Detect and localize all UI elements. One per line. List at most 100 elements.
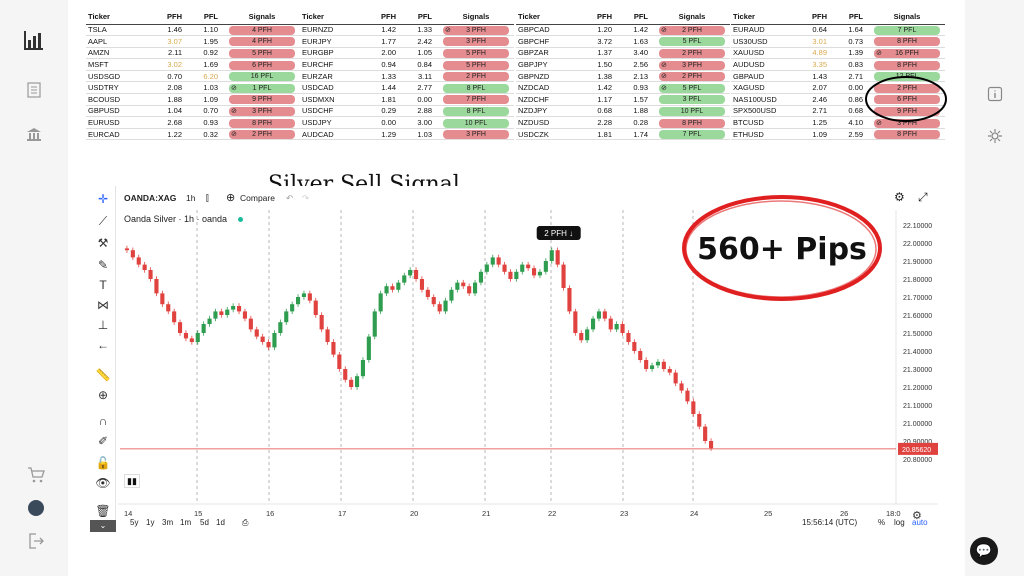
scale-option-3[interactable]: auto bbox=[912, 518, 928, 527]
table-row[interactable]: EURGBP 2.00 1.05 5 PFH bbox=[300, 47, 514, 60]
table-row[interactable]: NAS100USD 2.46 0.86 6 PFH bbox=[731, 93, 945, 106]
column-header[interactable]: Ticker bbox=[300, 10, 360, 25]
ticker-cell[interactable]: USDTRY bbox=[86, 81, 146, 95]
crosshair-icon[interactable]: ✛ bbox=[97, 192, 109, 206]
table-row[interactable]: BTCUSD 1.25 4.10 ⊘ 3 PFH bbox=[731, 116, 945, 129]
bank-icon[interactable] bbox=[22, 126, 46, 147]
ticker-cell[interactable]: GBPZAR bbox=[516, 47, 576, 60]
interval-button[interactable]: 1h bbox=[186, 193, 196, 203]
table-row[interactable]: XAGUSD 2.07 0.00 2 PFH bbox=[731, 81, 945, 95]
table-row[interactable]: USDTRY 2.08 1.03 ⊘ 1 PFL bbox=[86, 81, 300, 95]
user-avatar[interactable] bbox=[28, 500, 44, 516]
ticker-cell[interactable]: MSFT bbox=[86, 58, 146, 71]
chart-settings-icon[interactable]: ⚙ bbox=[894, 190, 905, 204]
table-row[interactable]: TSLA 1.46 1.10 4 PFH bbox=[86, 24, 300, 37]
undo-icon[interactable]: ↶ bbox=[286, 193, 294, 203]
zoom-icon[interactable]: ⊕ bbox=[97, 388, 109, 402]
ticker-cell[interactable]: GBPUSD bbox=[86, 105, 146, 118]
table-row[interactable]: GBPNZD 1.38 2.13 ⊘ 2 PFH bbox=[516, 70, 730, 83]
table-row[interactable]: EURCAD 1.22 0.32 ⊘ 2 PFH bbox=[86, 128, 300, 141]
table-row[interactable]: USDJPY 0.00 3.00 10 PFL bbox=[300, 116, 514, 129]
table-row[interactable]: USDMXN 1.81 0.00 7 PFH bbox=[300, 93, 514, 106]
ticker-cell[interactable]: EURCAD bbox=[86, 128, 146, 141]
ticker-cell[interactable]: AMZN bbox=[86, 47, 146, 60]
table-row[interactable]: GBPJPY 1.50 2.56 ⊘ 3 PFH bbox=[516, 58, 730, 71]
table-row[interactable]: AMZN 2.11 0.92 5 PFH bbox=[86, 47, 300, 60]
indicator-icon[interactable]: ▮▮ bbox=[124, 474, 140, 488]
table-row[interactable]: GBPCAD 1.20 1.42 ⊘ 2 PFH bbox=[516, 24, 730, 37]
ticker-cell[interactable]: BTCUSD bbox=[731, 116, 791, 129]
timeframe-button[interactable]: 3m bbox=[162, 518, 174, 527]
redo-icon[interactable]: ↷ bbox=[302, 193, 310, 203]
ticker-cell[interactable]: EURJPY bbox=[300, 35, 360, 48]
calendar-icon[interactable]: ⎙ bbox=[242, 518, 249, 527]
table-row[interactable]: ETHUSD 1.09 2.59 8 PFH bbox=[731, 128, 945, 141]
timeframe-button[interactable]: 1y bbox=[146, 518, 155, 527]
symbol-search[interactable]: OANDA:XAG bbox=[124, 193, 177, 203]
trash-icon[interactable]: 🗑 bbox=[95, 504, 111, 518]
ticker-cell[interactable]: XAUUSD bbox=[731, 47, 791, 60]
cart-icon[interactable] bbox=[24, 466, 48, 489]
table-row[interactable]: EURAUD 0.64 1.64 7 PFL bbox=[731, 24, 945, 37]
table-row[interactable]: NZDCAD 1.42 0.93 ⊘ 5 PFL bbox=[516, 81, 730, 95]
compare-button[interactable]: Compare bbox=[240, 193, 275, 203]
ticker-cell[interactable]: EURAUD bbox=[731, 24, 791, 37]
ticker-cell[interactable]: GBPNZD bbox=[516, 70, 576, 83]
lock-icon[interactable]: 🔓 bbox=[95, 456, 111, 470]
ticker-cell[interactable]: EURGBP bbox=[300, 47, 360, 60]
scale-option-2[interactable]: log bbox=[894, 518, 905, 527]
table-row[interactable]: USDCHF 0.29 2.88 8 PFL bbox=[300, 105, 514, 118]
timeframe-button[interactable]: 5d bbox=[200, 518, 209, 527]
ticker-cell[interactable]: AUDCAD bbox=[300, 128, 360, 141]
column-header[interactable]: PFH bbox=[791, 10, 829, 25]
ticker-cell[interactable]: XAGUSD bbox=[731, 81, 791, 95]
table-row[interactable]: USDCAD 1.44 2.77 8 PFL bbox=[300, 81, 514, 95]
column-header[interactable]: PFL bbox=[614, 10, 654, 25]
ticker-cell[interactable]: US30USD bbox=[731, 35, 791, 48]
table-row[interactable]: SPX500USD 2.71 0.68 9 PFH bbox=[731, 105, 945, 118]
ticker-cell[interactable]: EURCHF bbox=[300, 58, 360, 71]
timeframe-button[interactable]: 1d bbox=[216, 518, 225, 527]
column-header[interactable]: PFL bbox=[398, 10, 438, 25]
ticker-cell[interactable]: NAS100USD bbox=[731, 93, 791, 106]
chart-bar-icon[interactable] bbox=[22, 28, 46, 57]
table-row[interactable]: EURUSD 2.68 0.93 8 PFH bbox=[86, 116, 300, 129]
table-row[interactable]: US30USD 3.01 0.73 8 PFH bbox=[731, 35, 945, 48]
eye-icon[interactable]: 👁 bbox=[95, 476, 111, 490]
column-header[interactable]: PFL bbox=[829, 10, 869, 25]
table-row[interactable]: NZDJPY 0.68 1.88 10 PFL bbox=[516, 105, 730, 118]
fib-icon[interactable]: ⚒ bbox=[97, 236, 109, 250]
ticker-cell[interactable]: TSLA bbox=[86, 24, 146, 37]
pattern-icon[interactable]: ⋈ bbox=[97, 298, 109, 312]
candle-type-icon[interactable]: ⫿ bbox=[206, 193, 209, 203]
timeframe-button[interactable]: 5y bbox=[130, 518, 139, 527]
table-row[interactable]: EURCHF 0.94 0.84 5 PFH bbox=[300, 58, 514, 71]
column-header[interactable]: Signals bbox=[869, 10, 945, 25]
ticker-cell[interactable]: USDSGD bbox=[86, 70, 146, 83]
ticker-cell[interactable]: USDJPY bbox=[300, 116, 360, 129]
chat-icon[interactable]: 💬 bbox=[970, 537, 998, 565]
ticker-cell[interactable]: GBPCAD bbox=[516, 24, 576, 37]
trendline-icon[interactable]: ⟋ bbox=[98, 214, 108, 228]
table-row[interactable]: NZDUSD 2.28 0.28 8 PFH bbox=[516, 116, 730, 129]
ticker-cell[interactable]: USDCHF bbox=[300, 105, 360, 118]
column-header[interactable]: Signals bbox=[438, 10, 514, 25]
ticker-cell[interactable]: NZDJPY bbox=[516, 105, 576, 118]
column-header[interactable]: Signals bbox=[224, 10, 300, 25]
ticker-cell[interactable]: ETHUSD bbox=[731, 128, 791, 141]
table-row[interactable]: XAUUSD 4.89 1.39 ⊘ 16 PFH bbox=[731, 47, 945, 60]
column-header[interactable]: Signals bbox=[654, 10, 730, 25]
back-arrow-icon[interactable]: ← bbox=[97, 338, 109, 352]
table-row[interactable]: BCOUSD 1.88 1.09 9 PFH bbox=[86, 93, 300, 106]
table-row[interactable]: GBPCHF 3.72 1.63 5 PFL bbox=[516, 35, 730, 48]
table-row[interactable]: AUDCAD 1.29 1.03 3 PFH bbox=[300, 128, 514, 141]
ticker-cell[interactable]: EURZAR bbox=[300, 70, 360, 83]
settings-icon[interactable] bbox=[983, 128, 1007, 149]
column-header[interactable]: Ticker bbox=[86, 10, 146, 25]
lock-drawing-icon[interactable]: ✐ bbox=[97, 434, 109, 448]
ruler-icon[interactable]: 📏 bbox=[95, 368, 111, 382]
table-row[interactable]: USDCZK 1.81 1.74 7 PFL bbox=[516, 128, 730, 141]
timeframe-button[interactable]: 1m bbox=[180, 518, 192, 527]
table-row[interactable]: MSFT 3.02 1.69 6 PFH bbox=[86, 58, 300, 71]
brush-icon[interactable]: ✎ bbox=[97, 258, 109, 272]
